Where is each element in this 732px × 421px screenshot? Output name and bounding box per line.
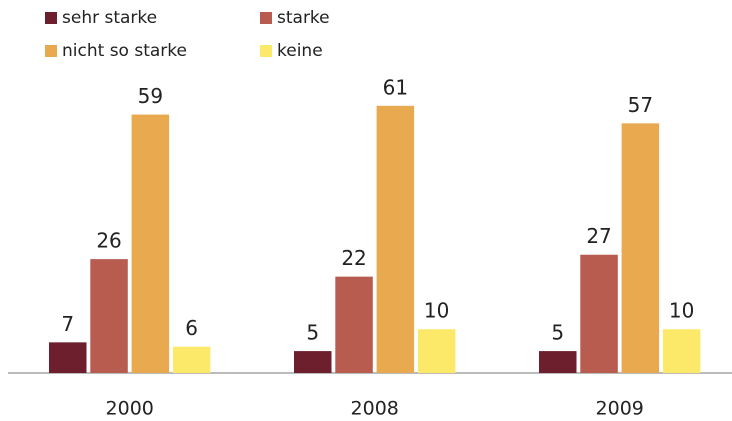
value-label: 5 <box>306 321 319 345</box>
bar <box>580 254 618 373</box>
bar <box>49 342 87 373</box>
legend-swatch <box>45 45 57 57</box>
bar <box>376 105 415 373</box>
bar <box>294 351 332 373</box>
bar <box>621 123 660 373</box>
legend-swatch <box>45 12 57 24</box>
bar <box>335 276 373 373</box>
x-tick-label: 2000 <box>106 398 154 420</box>
legend-swatch <box>260 12 272 24</box>
value-label: 59 <box>138 84 163 108</box>
legend-label: nicht so starke <box>62 41 187 61</box>
bar <box>417 329 456 373</box>
value-label: 61 <box>383 75 408 99</box>
legend-label: sehr starke <box>62 8 157 28</box>
x-tick-label: 2008 <box>351 398 399 420</box>
value-label: 5 <box>551 321 564 345</box>
bar <box>172 346 211 373</box>
value-label: 22 <box>341 246 366 270</box>
value-label: 6 <box>185 316 198 340</box>
bar <box>539 351 577 373</box>
value-label: 26 <box>96 229 121 253</box>
value-label: 7 <box>61 312 74 336</box>
value-label: 10 <box>669 299 694 323</box>
bar <box>131 114 170 373</box>
x-tick-label: 2009 <box>596 398 644 420</box>
legend-label: keine <box>277 41 323 61</box>
legend-label: starke <box>277 8 330 28</box>
value-label: 10 <box>424 299 449 323</box>
value-label: 57 <box>628 93 653 117</box>
bar <box>662 329 701 373</box>
bar <box>90 259 128 373</box>
value-label: 27 <box>586 224 611 248</box>
legend-swatch <box>260 45 272 57</box>
